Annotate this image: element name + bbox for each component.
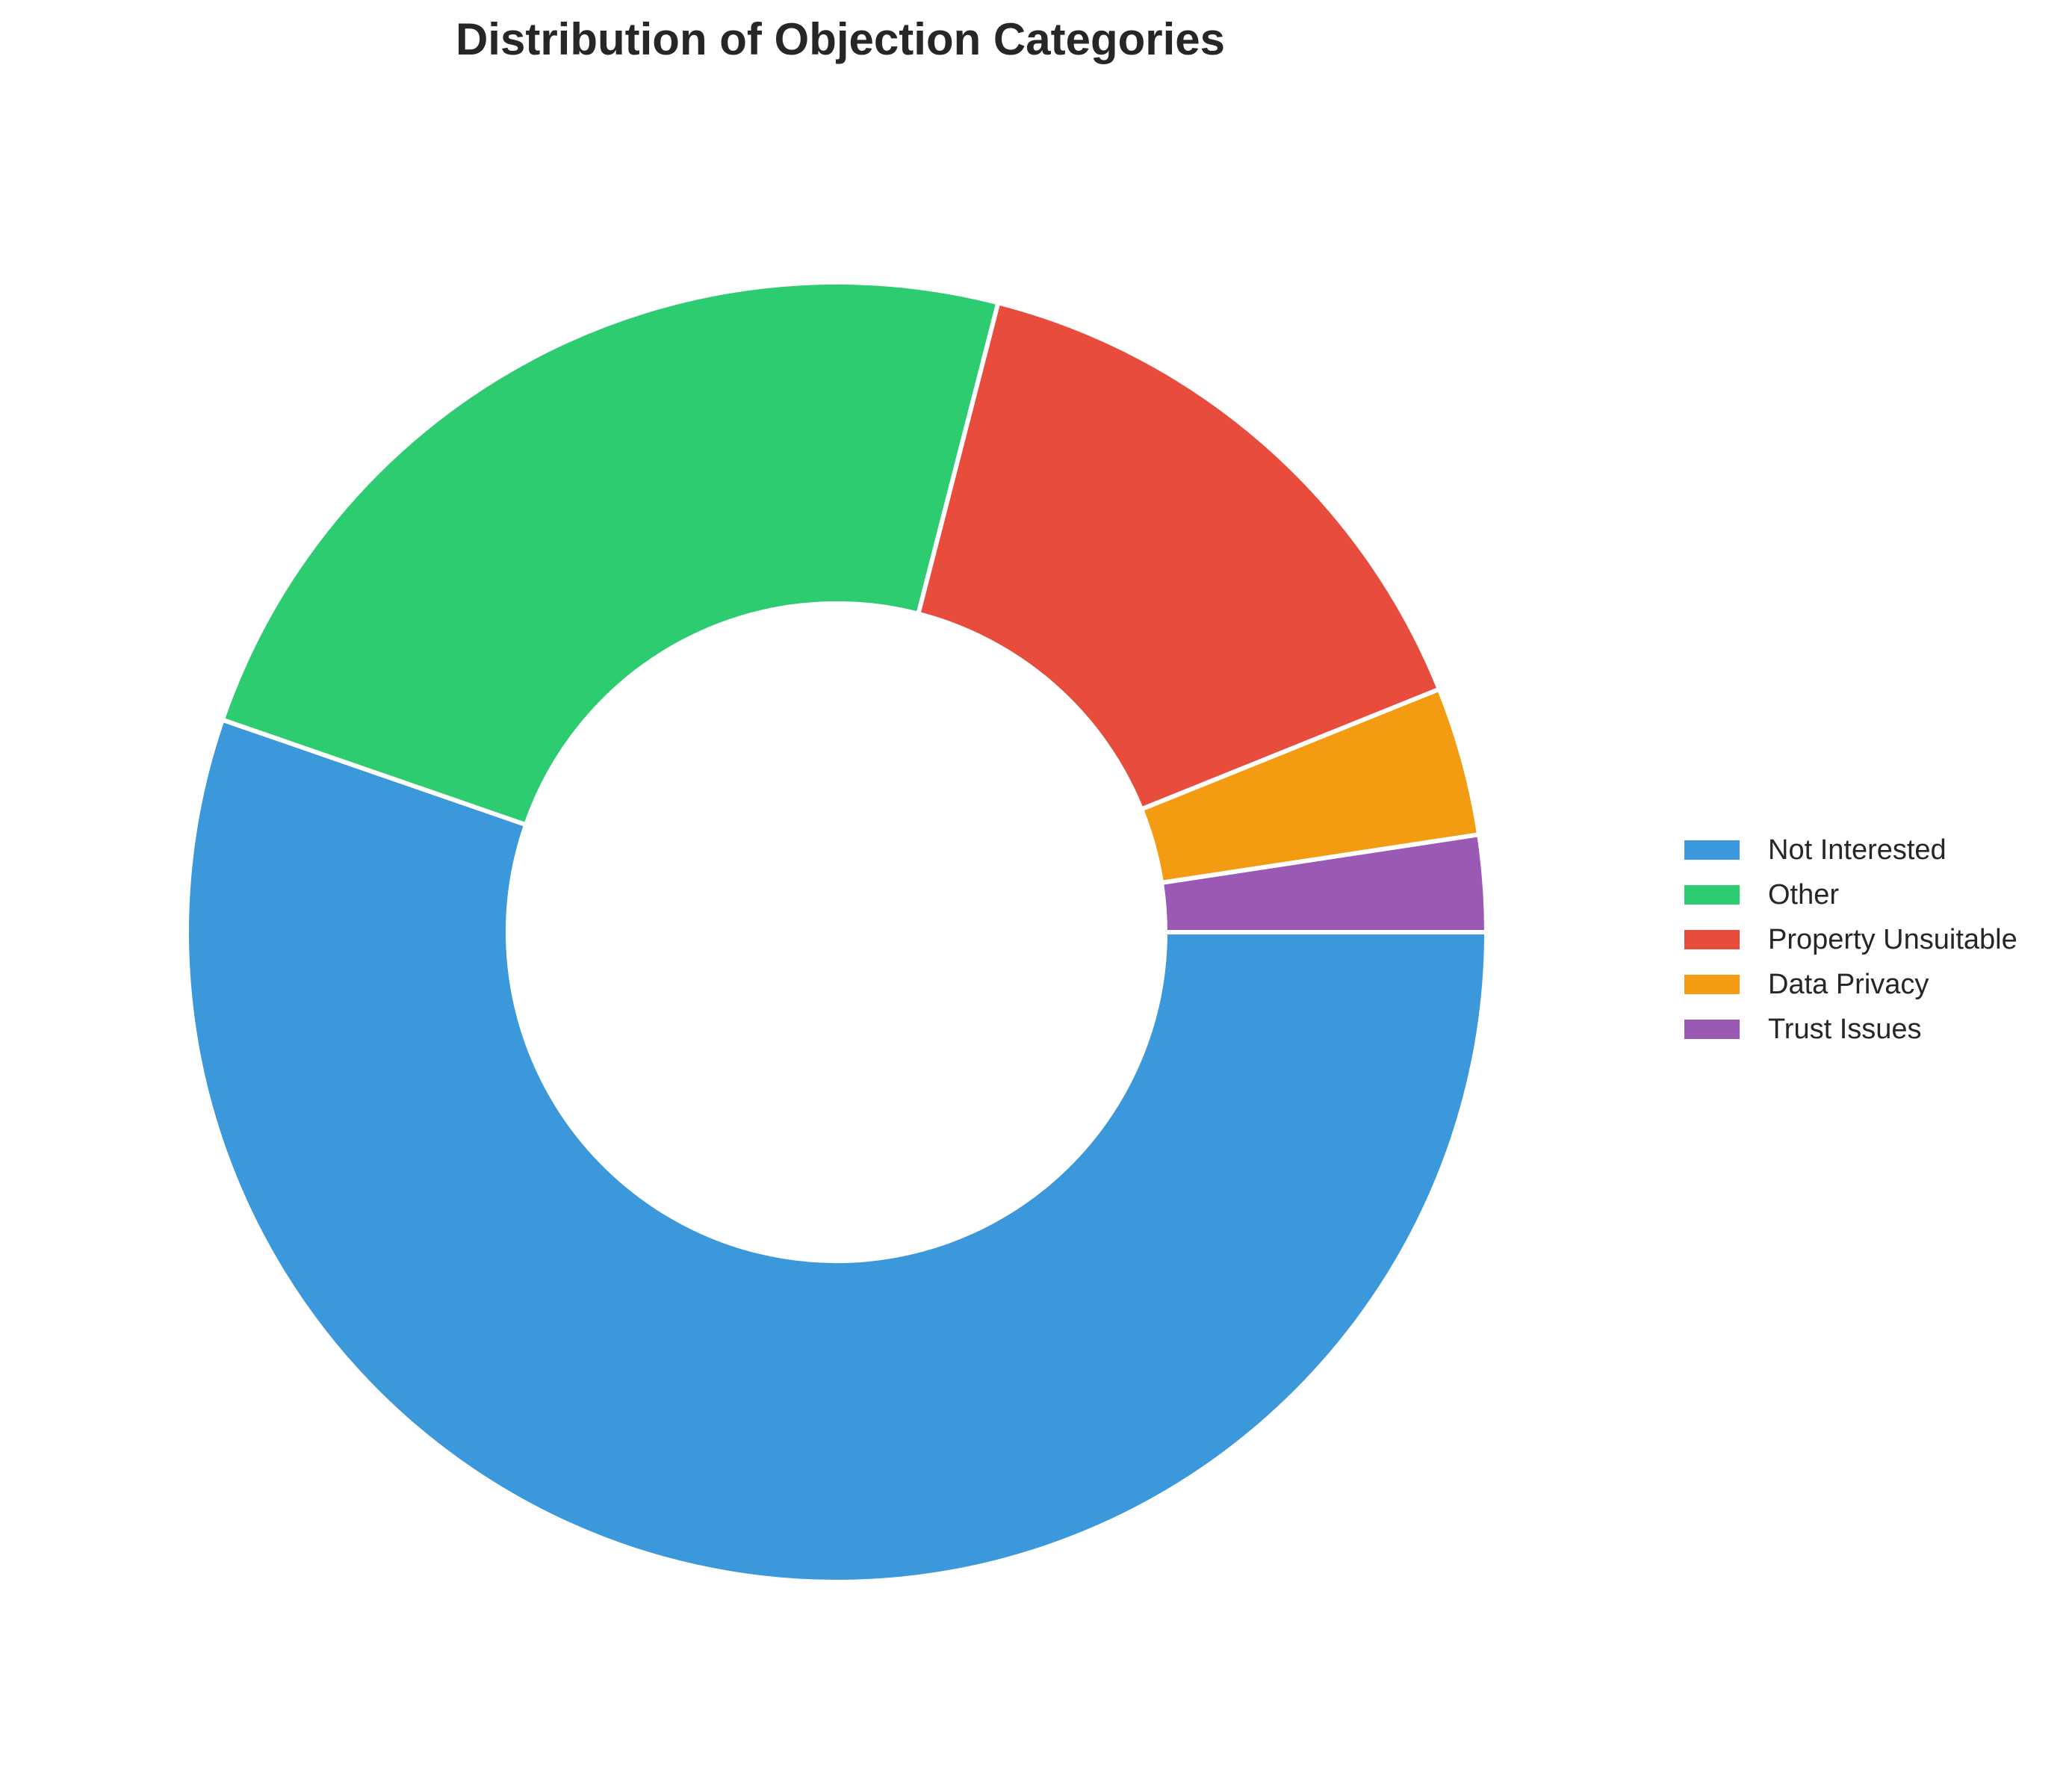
- legend: Not Interested Other Property Unsuitable…: [1684, 828, 2017, 1052]
- legend-label: Not Interested: [1768, 834, 1947, 866]
- legend-item-data-privacy: Data Privacy: [1684, 962, 2017, 1007]
- legend-label: Property Unsuitable: [1768, 923, 2017, 955]
- legend-label: Data Privacy: [1768, 968, 1929, 1000]
- slice-other: [220, 280, 1001, 828]
- chart-title: Distribution of Objection Categories: [455, 14, 1226, 64]
- legend-swatch: [1684, 1020, 1740, 1039]
- legend-item-trust-issues: Trust Issues: [1684, 1007, 2017, 1052]
- slice-not-interested: [184, 717, 1489, 1584]
- legend-label: Trust Issues: [1768, 1013, 1922, 1045]
- legend-swatch: [1684, 930, 1740, 949]
- slice-trust-issues: [1159, 832, 1489, 934]
- legend-item-not-interested: Not Interested: [1684, 828, 2017, 872]
- legend-item-property-unsuitable: Property Unsuitable: [1684, 917, 2017, 962]
- legend-item-other: Other: [1684, 872, 2017, 917]
- slice-property-unsuitable: [916, 300, 1442, 812]
- legend-swatch: [1684, 840, 1740, 860]
- legend-swatch: [1684, 975, 1740, 994]
- legend-swatch: [1684, 885, 1740, 905]
- legend-label: Other: [1768, 878, 1840, 911]
- donut-slices: [184, 280, 1489, 1584]
